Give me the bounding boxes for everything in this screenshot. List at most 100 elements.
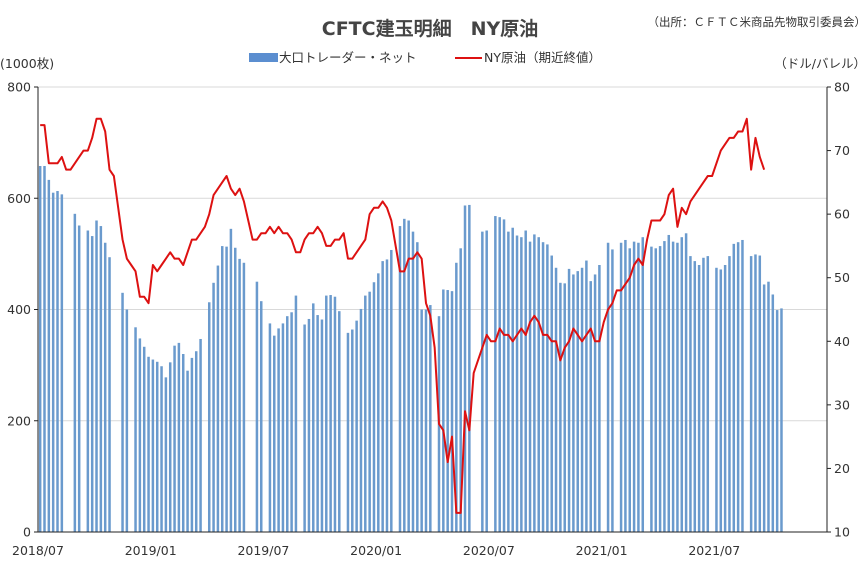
bar: [294, 295, 298, 532]
right-tick-label: 10: [834, 525, 850, 540]
left-tick-label: 400: [7, 302, 31, 317]
x-tick-label: 2020/07: [463, 543, 515, 558]
bar: [398, 226, 402, 532]
right-tick-label: 30: [834, 397, 850, 412]
bar: [693, 261, 697, 532]
bar: [459, 248, 462, 532]
bar: [481, 231, 484, 533]
bar: [550, 255, 553, 533]
bar: [567, 268, 571, 532]
bar: [329, 295, 332, 532]
bar: [138, 338, 142, 532]
bar: [502, 219, 506, 532]
bar: [290, 312, 293, 532]
bar: [528, 241, 532, 532]
bar: [312, 303, 315, 532]
bar: [689, 256, 692, 532]
bar: [77, 225, 81, 532]
bar: [381, 261, 384, 532]
bar: [429, 305, 432, 532]
bar: [611, 249, 614, 532]
bar: [177, 342, 181, 533]
right-tick-label: 40: [834, 334, 850, 349]
bar: [359, 308, 363, 532]
bar: [260, 301, 263, 532]
bar: [511, 227, 514, 533]
x-tick-label: 2019/07: [237, 543, 289, 558]
bar: [268, 323, 272, 532]
bar: [450, 291, 454, 532]
bar: [229, 228, 233, 532]
right-tick-labels: 10 20 30 40 50 60 70 80: [834, 80, 850, 540]
bar: [541, 242, 545, 532]
bar: [303, 324, 306, 532]
bar: [749, 256, 753, 532]
bar: [706, 256, 710, 532]
bar: [151, 359, 155, 532]
bar: [546, 244, 549, 533]
bar: [702, 257, 705, 532]
bar: [628, 248, 631, 532]
bar: [684, 233, 688, 533]
bar: [498, 217, 501, 532]
bar: [663, 241, 666, 532]
bar: [346, 332, 350, 532]
legend-line-label: NY原油（期近終値）: [484, 50, 601, 65]
bar: [554, 267, 558, 532]
bar: [741, 239, 744, 532]
bar: [199, 338, 202, 532]
bar: [95, 220, 98, 532]
bar: [47, 179, 51, 532]
bar: [715, 267, 718, 532]
bar: [442, 289, 445, 532]
bar: [767, 281, 770, 532]
bar: [255, 281, 259, 532]
left-tick-label: 600: [7, 191, 31, 206]
bar: [238, 258, 241, 532]
bar: [164, 377, 168, 532]
bar: [173, 345, 176, 532]
price-line: [40, 117, 766, 514]
bar: [216, 265, 220, 532]
bar: [680, 237, 684, 532]
x-tick-label: 2020/01: [350, 543, 402, 558]
bar: [658, 246, 662, 532]
source-note: （出所：ＣＦＴＣ米商品先物取引委員会）: [648, 15, 867, 29]
bar-series: [38, 165, 783, 533]
bar: [385, 259, 389, 532]
bar: [455, 262, 458, 532]
bar: [281, 323, 285, 532]
bar: [108, 257, 111, 532]
bar: [194, 351, 198, 532]
bar: [372, 282, 376, 532]
bar: [155, 361, 159, 532]
bar: [325, 295, 328, 532]
bar: [580, 267, 584, 532]
bar: [485, 230, 488, 532]
legend-bar-swatch: [249, 53, 278, 62]
bar: [641, 237, 645, 532]
bar: [168, 362, 172, 532]
x-tick-labels: 2018/07 2019/01 2019/07 2020/01 2020/07 2021/…: [12, 543, 740, 558]
bar: [507, 231, 510, 533]
bar: [576, 271, 579, 532]
chart-title: CFTC建玉明細 NY原油: [322, 17, 539, 40]
bar: [160, 366, 163, 532]
bar: [598, 265, 601, 532]
bar: [468, 204, 471, 532]
bar: [728, 256, 731, 532]
axes: [34, 86, 831, 533]
bar: [736, 242, 740, 532]
bar: [637, 242, 640, 532]
bar: [51, 192, 55, 532]
bar: [73, 213, 77, 532]
bar: [654, 248, 658, 532]
bar: [780, 308, 783, 532]
bar: [90, 236, 94, 532]
bar: [316, 315, 319, 532]
bar: [320, 319, 324, 532]
bar: [758, 255, 762, 533]
bar: [771, 294, 775, 532]
bar: [463, 205, 467, 533]
